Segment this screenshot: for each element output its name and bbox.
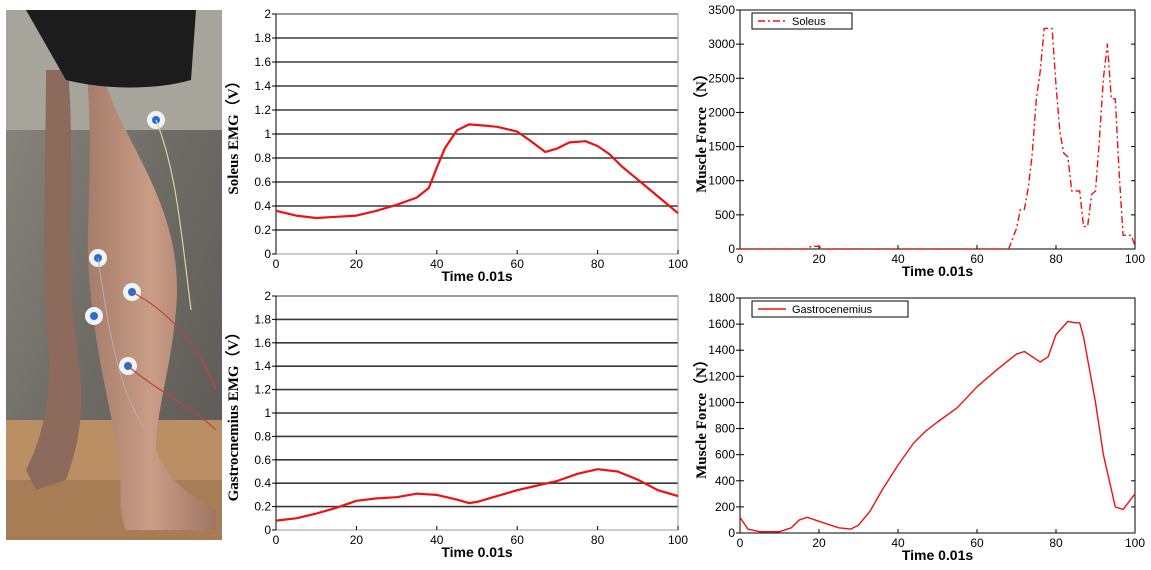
x-tick-label: 20 <box>350 533 364 547</box>
y-axis-label: Gastrocnemius EMG（V） <box>224 325 242 502</box>
x-tick-label: 100 <box>668 533 688 547</box>
y-tick-label: 1.4 <box>254 79 271 93</box>
legend-box <box>751 12 853 30</box>
y-tick-label: 2 <box>264 289 271 303</box>
x-tick-label: 60 <box>511 533 525 547</box>
y-tick-label: 0.6 <box>254 453 271 467</box>
c3-svg: 0 500 1000 1500 2000 2500 3000 3500 0 20 40 60 80 100… <box>692 3 1145 279</box>
y-tick-label: 800 <box>715 422 735 436</box>
y-tick-label: 1200 <box>708 369 735 383</box>
x-axis-label: Time 0.01s <box>441 544 513 560</box>
series-line <box>739 320 1136 533</box>
x-tick-label: 20 <box>350 257 364 271</box>
y-tick-label: 3000 <box>708 37 735 51</box>
y-tick-label: 1 <box>264 406 271 420</box>
c1-svg: 00.20.40.60.811.21.41.61.820 20 40 60 80 100T… <box>224 7 688 284</box>
y-axis-label: Muscle Force（N） <box>692 66 710 193</box>
x-tick-label: 100 <box>1125 536 1145 550</box>
series-line <box>740 27 1136 250</box>
x-tick-label: 40 <box>430 533 444 547</box>
gastrocnemius-emg-chart: 0 0.2 0.4 0.6 0.8 1 1.2 1.4 1.6 1.8 2 0 20 40 60 80 100 T… <box>222 284 690 565</box>
x-axis-label: Time 0.01s <box>902 263 974 279</box>
x-tick-label: 0 <box>737 536 744 550</box>
y-tick-label: 3500 <box>708 3 735 17</box>
y-tick-label: 1.6 <box>254 336 271 350</box>
y-tick-label: 1000 <box>708 395 735 409</box>
y-tick-label: 1.6 <box>254 55 271 69</box>
y-tick-label: 0.6 <box>254 175 271 189</box>
x-tick-label: 80 <box>1049 252 1063 266</box>
x-tick-label: 80 <box>591 533 605 547</box>
y-tick-label: 500 <box>715 208 735 222</box>
x-tick-label: 0 <box>273 257 280 271</box>
plot-frame <box>739 297 1136 534</box>
y-tick-label: 1.4 <box>254 359 271 373</box>
y-tick-label: 200 <box>715 500 735 514</box>
soleus-emg-chart: 0 0.2 0.4 0.6 0.8 1 1.2 1.4 1.6 1.8 2 0 20 40 60 80 100 T… <box>222 0 690 284</box>
gastrocnemius-force-chart: 0 200 400 600 800 1000 1200 1400 1600 1800 0 20 40 60… <box>690 284 1151 565</box>
x-tick-label: 40 <box>891 252 905 266</box>
y-tick-label: 1800 <box>708 291 735 305</box>
y-tick-label: 0 <box>264 523 271 537</box>
y-tick-label: 600 <box>715 448 735 462</box>
x-tick-label: 100 <box>1125 252 1145 266</box>
legend-box <box>751 300 909 318</box>
y-tick-label: 2000 <box>708 105 735 119</box>
y-tick-label: 2 <box>264 7 271 21</box>
y-axis-label: Muscle Force（N） <box>692 352 710 479</box>
y-tick-label: 0 <box>264 247 271 261</box>
y-tick-label: 0 <box>728 526 735 540</box>
x-tick-label: 60 <box>970 252 984 266</box>
c4-svg: 0 200 400 600 800 1000 1200 1400 1600 1800 0 20 40 60… <box>692 291 1145 563</box>
series-line <box>275 468 679 522</box>
y-tick-label: 1600 <box>708 317 735 331</box>
y-tick-label: 1.8 <box>254 31 271 45</box>
y-tick-label: 0 <box>728 242 735 256</box>
y-tick-label: 0.8 <box>254 151 271 165</box>
soleus-force-chart: 0 500 1000 1500 2000 2500 3000 3500 0 20 40 60 80 100… <box>690 0 1151 284</box>
y-tick-label: 1.8 <box>254 312 271 326</box>
x-tick-label: 20 <box>812 252 826 266</box>
x-tick-label: 80 <box>591 257 605 271</box>
x-tick-label: 60 <box>970 536 984 550</box>
y-tick-label: 0.4 <box>254 199 271 213</box>
legend-label: Gastrocenemius <box>792 304 873 316</box>
x-tick-label: 40 <box>891 536 905 550</box>
x-tick-label: 40 <box>430 257 444 271</box>
y-tick-label: 1000 <box>708 174 735 188</box>
x-tick-label: 0 <box>273 533 280 547</box>
x-axis-label: Time 0.01s <box>441 268 513 284</box>
y-tick-label: 1400 <box>708 343 735 357</box>
x-tick-label: 20 <box>812 536 826 550</box>
y-tick-label: 2500 <box>708 71 735 85</box>
y-tick-label: 0.2 <box>254 500 271 514</box>
series-line <box>275 123 679 220</box>
y-tick-label: 1.2 <box>254 383 271 397</box>
y-tick-label: 0.8 <box>254 429 271 443</box>
plot-frame <box>739 9 1136 250</box>
y-tick-label: 1.2 <box>254 103 271 117</box>
y-tick-label: 0.2 <box>254 223 271 237</box>
legend-label: Soleus <box>792 16 826 28</box>
c2-svg: 00.20.40.60.811.21.41.61.820 20 40 60 80 100T… <box>224 289 688 560</box>
y-tick-label: 1 <box>264 127 271 141</box>
x-axis-label: Time 0.01s <box>902 547 974 563</box>
y-tick-label: 400 <box>715 474 735 488</box>
x-tick-label: 60 <box>511 257 525 271</box>
x-tick-label: 80 <box>1049 536 1063 550</box>
y-tick-label: 0.4 <box>254 476 271 490</box>
x-tick-label: 0 <box>737 252 744 266</box>
x-tick-label: 100 <box>668 257 688 271</box>
y-tick-label: 1500 <box>708 140 735 154</box>
leg-photo <box>6 10 222 540</box>
y-axis-label: Soleus EMG（V） <box>224 73 242 194</box>
